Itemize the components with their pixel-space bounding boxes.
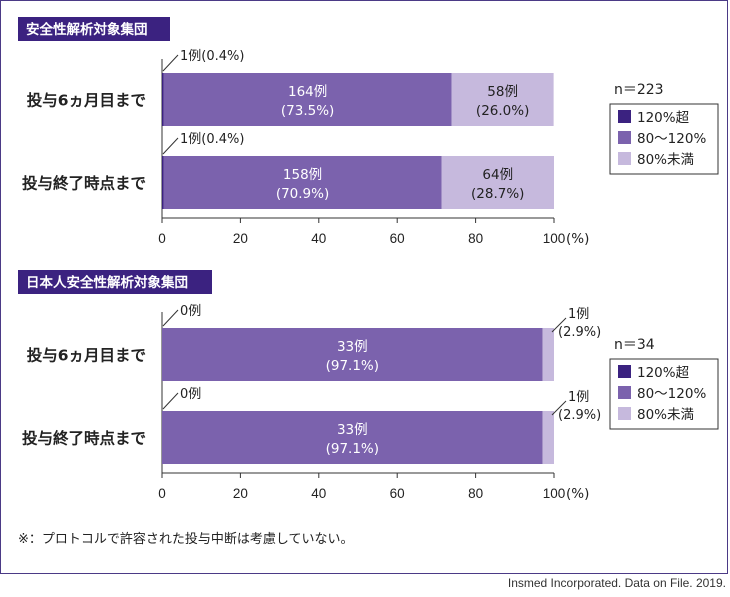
panel-title-band [18,270,212,294]
bar-segment [162,156,164,209]
annotation-leader [162,54,179,72]
x-tick-label: 40 [311,231,326,246]
x-tick-label: 100 [543,231,566,246]
panel-title: 日本人安全性解析対象集団 [26,274,188,291]
bar-segment [542,411,554,464]
data-label-count: 58例 [487,84,518,100]
legend-swatch [618,110,631,123]
data-label-count: 33例 [337,339,368,355]
legend-swatch [618,365,631,378]
bar-segment [163,73,452,126]
footnote: ※：プロトコルで許容された投与中断は考慮していない。 [18,532,354,547]
legend-label: 80～120% [637,386,706,402]
x-tick-label: 60 [390,231,405,246]
x-tick-label: 0 [158,486,166,501]
legend-swatch [618,152,631,165]
data-label-pct: (2.9%) [558,408,601,423]
data-label-pct: (73.5%) [281,103,334,119]
data-label: 0例 [180,304,201,319]
data-label-count: 33例 [337,422,368,438]
bar-segment [451,73,554,126]
x-tick-label: 20 [233,486,248,501]
bar-segment [162,328,543,381]
category-label: 投与終了時点まで [22,174,146,193]
legend-swatch [618,386,631,399]
legend-swatch [618,131,631,144]
data-label-pct: (26.0%) [476,103,529,119]
panel-title: 安全性解析対象集団 [26,21,148,38]
data-label: 0例 [180,387,201,402]
annotation-leader [162,137,179,155]
data-label-pct: (28.7%) [471,186,524,202]
data-label-pct: (97.1%) [326,441,379,457]
category-label: 投与終了時点まで [22,429,146,448]
x-tick-label: 60 [390,486,405,501]
data-label-count: 1例 [568,307,589,322]
x-axis-unit: (%) [566,486,589,502]
chart-frame [0,0,728,574]
sample-size-label: n＝223 [614,82,664,98]
x-axis-unit: (%) [566,231,589,247]
data-label: 1例(0.4%) [180,132,244,147]
x-tick-label: 40 [311,486,326,501]
data-label-count: 1例 [568,390,589,405]
annotation-leader [551,400,567,416]
data-label-count: 64例 [482,167,513,183]
x-tick-label: 0 [158,231,166,246]
legend-label: 120%超 [637,110,690,126]
data-label-pct: (2.9%) [558,325,601,340]
legend-label: 80%未満 [637,152,694,168]
category-label: 投与6ヵ月目まで [27,91,146,110]
sample-size-label: n＝34 [614,337,655,353]
category-label: 投与6ヵ月目まで [27,346,146,365]
x-tick-label: 20 [233,231,248,246]
panel-title-band [18,17,170,41]
annotation-leader [551,317,567,333]
bar-segment [542,328,554,381]
annotation-leader [162,392,179,410]
legend-label: 80%未満 [637,407,694,423]
bar-segment [441,156,554,209]
data-label-pct: (70.9%) [276,186,329,202]
bar-segment [162,73,164,126]
x-tick-label: 80 [468,231,483,246]
data-label-pct: (97.1%) [326,358,379,374]
data-label-count: 164例 [288,84,327,100]
data-label-count: 158例 [283,167,322,183]
x-tick-label: 80 [468,486,483,501]
bar-segment [162,411,543,464]
legend-swatch [618,407,631,420]
legend-label: 120%超 [637,365,690,381]
x-tick-label: 100 [543,486,566,501]
bar-segment [163,156,442,209]
source-citation: Insmed Incorporated. Data on File. 2019. [507,576,726,590]
annotation-leader [162,309,179,327]
legend-label: 80～120% [637,131,706,147]
data-label: 1例(0.4%) [180,49,244,64]
